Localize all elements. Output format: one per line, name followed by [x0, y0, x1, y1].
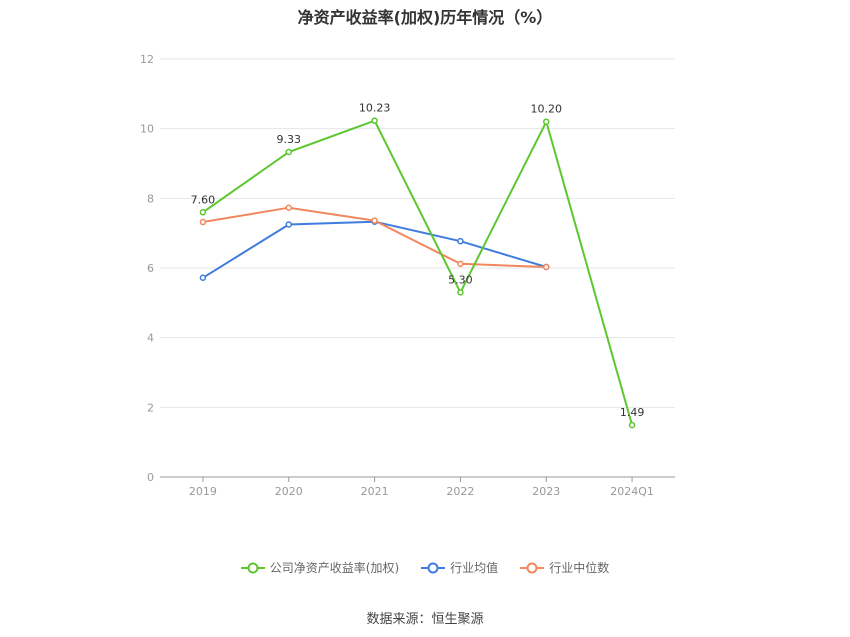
x-tick-label: 2023 — [532, 485, 560, 498]
x-tick-label: 2019 — [189, 485, 217, 498]
legend-item-median[interactable]: 行业中位数 — [520, 559, 609, 576]
data-source: 数据来源：恒生聚源 — [366, 612, 484, 627]
legend-item-company[interactable]: 公司净资产收益率(加权) — [240, 559, 400, 576]
data-point-company — [457, 289, 464, 296]
data-label: 5.30 — [448, 273, 473, 286]
y-tick-label: 12 — [140, 53, 154, 66]
data-point-median — [285, 204, 292, 211]
legend-marker-icon — [240, 562, 265, 573]
chart-legend: 公司净资产收益率(加权) 行业均值 行业中位数 — [0, 559, 850, 576]
legend-item-average[interactable]: 行业均值 — [421, 559, 498, 576]
data-point-average — [199, 274, 207, 282]
line-chart: 0 2 4 6 8 10 12 2019 2020 2021 2022 2023 2024Q1 7.60 9… — [140, 53, 675, 498]
y-tick-label: 0 — [147, 471, 154, 484]
legend-label: 公司净资产收益率(加权) — [269, 561, 400, 575]
data-point-median — [457, 260, 464, 268]
y-tick-label: 8 — [147, 192, 154, 205]
legend-label: 行业均值 — [450, 561, 499, 575]
y-tick-label: 4 — [147, 332, 154, 345]
data-point-average — [457, 237, 464, 245]
legend-marker-icon — [520, 562, 545, 573]
data-point-median — [199, 218, 207, 226]
data-point-company — [371, 117, 378, 124]
data-label: 10.20 — [531, 103, 563, 116]
series-line-average — [202, 220, 547, 279]
data-label: 1.49 — [620, 406, 645, 419]
chart-title: 净资产收益率(加权)历年情况（%） — [297, 8, 553, 27]
y-tick-label: 10 — [140, 123, 154, 136]
y-tick-label: 6 — [147, 262, 154, 275]
x-tick-label: 2024Q1 — [610, 485, 654, 498]
legend-marker-icon — [421, 562, 446, 573]
data-point-average — [285, 221, 292, 228]
data-label: 10.23 — [359, 102, 391, 115]
data-label: 7.60 — [191, 193, 216, 206]
data-point-company — [285, 148, 292, 156]
data-point-company — [543, 118, 550, 125]
data-point-company — [199, 209, 207, 216]
series-line-median — [202, 206, 547, 268]
y-tick-label: 2 — [147, 401, 154, 414]
data-point-median — [543, 263, 550, 271]
data-point-company — [628, 421, 636, 429]
legend-label: 行业中位数 — [549, 561, 610, 575]
data-point-median — [371, 217, 378, 224]
x-tick-label: 2022 — [446, 485, 474, 498]
x-tick-label: 2020 — [275, 485, 303, 498]
x-tick-label: 2021 — [361, 485, 389, 498]
series-line-company — [202, 118, 634, 426]
data-label: 9.33 — [277, 133, 302, 146]
